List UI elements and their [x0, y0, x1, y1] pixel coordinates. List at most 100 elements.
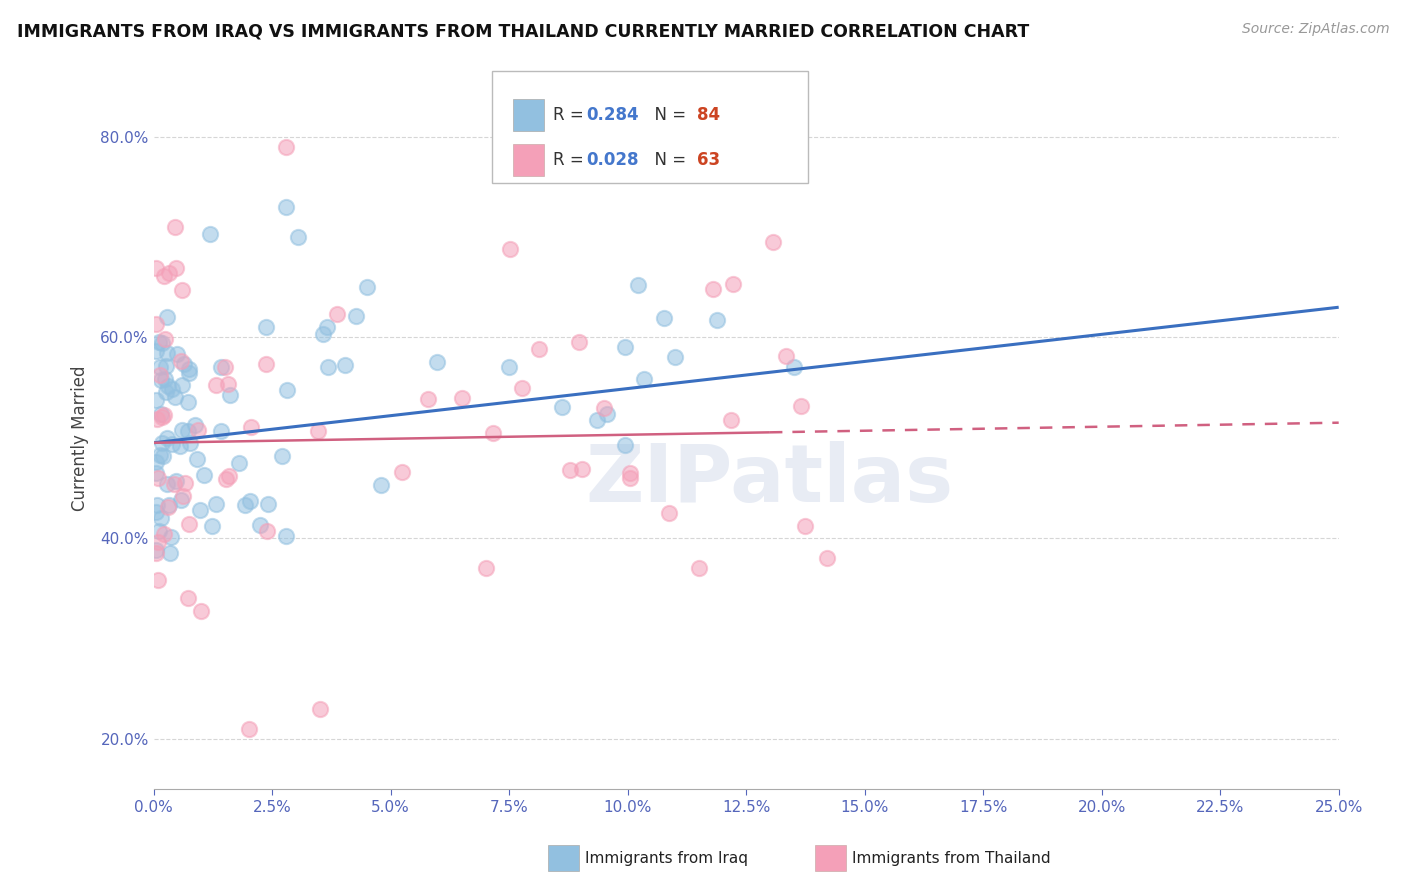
Point: [201, 519, 224, 533]
Point: [160, 530, 183, 544]
Point: [794, 518, 817, 533]
Point: [150, 435, 173, 450]
Point: [527, 342, 550, 356]
Point: [170, 423, 193, 437]
Point: [658, 506, 681, 520]
Point: [150, 409, 173, 424]
Point: [205, 497, 228, 511]
Point: [145, 318, 167, 332]
Point: [214, 359, 236, 374]
Point: [613, 340, 636, 354]
Point: [706, 313, 728, 327]
Point: [498, 243, 520, 257]
Point: [775, 349, 797, 363]
Text: Source: ZipAtlas.com: Source: ZipAtlas.com: [1241, 22, 1389, 37]
Point: [481, 426, 503, 441]
Point: [145, 392, 167, 407]
Point: [150, 336, 173, 351]
Point: [149, 368, 172, 382]
Point: [156, 476, 179, 491]
Point: [163, 477, 186, 491]
Text: N =: N =: [644, 106, 692, 124]
Point: [316, 319, 339, 334]
Text: Immigrants from Iraq: Immigrants from Iraq: [585, 851, 748, 865]
Point: [179, 435, 201, 450]
Point: [567, 335, 589, 350]
Point: [815, 551, 838, 566]
Point: [146, 412, 169, 426]
Point: [177, 425, 200, 439]
Point: [256, 357, 278, 371]
Point: [586, 412, 609, 426]
Point: [450, 391, 472, 405]
Point: [165, 260, 187, 275]
Point: [217, 376, 239, 391]
Point: [596, 407, 619, 421]
Point: [157, 498, 180, 512]
Point: [177, 361, 200, 376]
Point: [510, 381, 533, 395]
Point: [157, 500, 180, 514]
Point: [308, 702, 330, 716]
Point: [215, 472, 238, 486]
Point: [145, 542, 167, 557]
Point: [664, 351, 686, 365]
Point: [558, 462, 581, 476]
Text: N =: N =: [644, 151, 692, 169]
Point: [165, 390, 187, 404]
Point: [174, 476, 197, 491]
Point: [790, 400, 813, 414]
Point: [149, 407, 172, 421]
Point: [190, 502, 212, 516]
Point: [205, 378, 228, 392]
Point: [150, 373, 173, 387]
Point: [633, 372, 655, 386]
Text: Immigrants from Thailand: Immigrants from Thailand: [852, 851, 1050, 865]
Point: [702, 282, 724, 296]
Point: [219, 388, 242, 402]
Text: R =: R =: [553, 106, 589, 124]
Point: [256, 524, 278, 539]
Point: [169, 439, 191, 453]
Point: [170, 354, 193, 368]
Point: [370, 477, 392, 491]
Point: [153, 372, 176, 386]
Point: [218, 468, 240, 483]
Point: [172, 283, 194, 297]
Point: [146, 573, 169, 587]
Point: [782, 360, 804, 375]
Point: [326, 307, 349, 321]
Point: [276, 139, 298, 153]
Point: [153, 526, 176, 541]
Point: [256, 319, 278, 334]
Point: [619, 471, 641, 485]
Point: [179, 366, 201, 380]
Point: [165, 219, 187, 234]
Point: [190, 604, 212, 618]
Point: [200, 227, 222, 241]
Point: [228, 457, 250, 471]
Point: [184, 417, 207, 432]
Point: [146, 471, 169, 485]
Point: [145, 261, 167, 276]
Point: [571, 462, 593, 476]
Point: [149, 359, 172, 374]
Point: [416, 392, 439, 407]
Point: [720, 413, 742, 427]
Point: [145, 343, 167, 358]
Point: [160, 382, 183, 396]
Point: [162, 436, 184, 450]
Point: [157, 266, 180, 280]
Point: [148, 524, 170, 538]
Point: [156, 379, 179, 393]
Point: [551, 400, 574, 414]
Point: [287, 230, 309, 244]
Point: [391, 465, 413, 479]
Point: [145, 505, 167, 519]
Point: [498, 360, 520, 375]
Point: [156, 431, 179, 445]
Point: [166, 347, 188, 361]
Text: 63: 63: [697, 151, 720, 169]
Point: [159, 546, 181, 560]
Point: [688, 561, 710, 575]
